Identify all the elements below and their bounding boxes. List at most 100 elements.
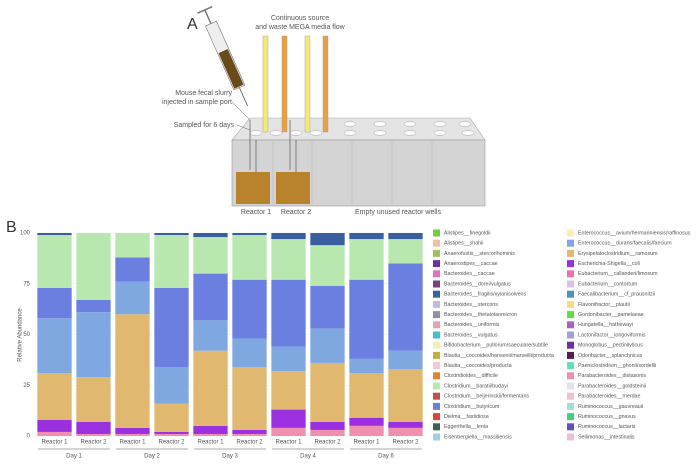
bar-segment [232, 233, 267, 236]
legend-label: Hungatella__hathewayi [578, 322, 633, 328]
bar-segment [310, 245, 345, 286]
legend-swatch [567, 351, 574, 359]
bar-segment [310, 429, 345, 436]
bar-segment [193, 320, 228, 351]
legend-swatch [433, 413, 440, 421]
bar-segment [154, 233, 189, 236]
bar-segment [193, 237, 228, 274]
group-label: Day 3 [222, 454, 238, 460]
flow-label: Continuous source [271, 15, 329, 22]
legend-swatch [567, 433, 574, 441]
legend-label: Bacteroides__uniformis [444, 322, 500, 328]
reactor-label: Reactor 1 [241, 209, 271, 216]
y-tick-label: 100 [20, 231, 31, 237]
legend-swatch [567, 249, 574, 257]
legend-swatch [567, 392, 574, 400]
slurry-label: injected in sample port [162, 99, 232, 106]
bar-segment [37, 233, 72, 236]
legend-label: Bacteroides__caccae [444, 271, 495, 277]
bar-segment [310, 362, 345, 422]
legend-swatch [567, 402, 574, 410]
bar-segment [154, 431, 189, 434]
legend-swatch [567, 239, 574, 247]
bar-segment [154, 433, 189, 436]
legend-swatch [567, 341, 574, 349]
legend-label: Alistipes__shahii [444, 241, 483, 247]
legend-swatch [567, 372, 574, 380]
stacked-bar-chart: 0 25 50 75 100 Reactor 1 Reactor 2 Reactor 1 Rea… [20, 229, 691, 460]
tubes [262, 35, 329, 133]
bar-segment [37, 419, 72, 432]
legend-swatch [433, 362, 440, 370]
bar-segment [37, 235, 72, 288]
legend-label: Eisenbergiella__massiliensis [444, 434, 512, 440]
legend-label: Sellimonas__intestinalis [578, 434, 635, 440]
legend-label: Anaerostipes__caccae [444, 261, 498, 267]
legend-swatch [567, 229, 574, 237]
legend-label: Blautia__coccoides/producta [444, 363, 512, 369]
bar-segment [310, 285, 345, 329]
legend-swatch [567, 362, 574, 370]
legend-swatch [433, 290, 440, 298]
bar-segment [232, 429, 267, 434]
bar-segment [388, 421, 423, 428]
legend-label: Clostridium__butyricum [444, 404, 500, 410]
group-label: Day 6 [378, 454, 394, 460]
bar-segment [76, 421, 111, 434]
well-dividers [272, 142, 433, 205]
bar-segment [349, 358, 384, 374]
y-tick-label: 50 [23, 332, 30, 338]
x-tick-label: Reactor 1 [119, 440, 146, 446]
bar-segment [388, 233, 423, 240]
syringe [197, 5, 248, 107]
bar-segment [115, 433, 150, 436]
legend-swatch [433, 280, 440, 288]
bar-segment [37, 373, 72, 420]
bar-segment [388, 427, 423, 436]
legend-swatch [433, 433, 440, 441]
legend-label: Enterococcus__durans/faecalis/faecium [578, 241, 672, 247]
bar-segment [388, 263, 423, 351]
legend-label: Parabacteroides__goldsteinii [578, 383, 646, 389]
legend-label: Dielma__fastidiosa [444, 414, 489, 420]
legend-label: Faecalibacterium__cf_prausnitzii [578, 292, 655, 298]
group-label: Day 1 [66, 454, 82, 460]
legend-label: Paeniclostridium__ghonii/sordellii [578, 363, 656, 369]
plate-front [231, 139, 486, 207]
legend-swatch [433, 341, 440, 349]
legend-label: Bacteroides__dorei/vulgatus [444, 281, 511, 287]
legend-label: Blautia__coccoides/hansenii/marseilli/pr… [444, 353, 554, 359]
legend-label: Bacteroides__fragilis/xylanisolvens [444, 292, 526, 298]
bar-segment [115, 233, 150, 258]
legend-swatch [567, 280, 574, 288]
legend-swatch [567, 311, 574, 319]
bar-segment [154, 287, 189, 367]
x-tick-label: Reactor 2 [80, 440, 107, 446]
bar-segment [349, 233, 384, 240]
legend-swatch [433, 382, 440, 390]
bar-segment [115, 314, 150, 428]
empty-label: Empty unused reactor wells [355, 209, 441, 216]
legend-label: Bacteroides__thetaiotaomicron [444, 312, 517, 318]
bar-segment [271, 239, 306, 280]
legend-label: Ruminococcus__gauvreauii [578, 404, 643, 410]
sampled-label: Sampled for 6 days [174, 122, 235, 129]
x-tick-label: Reactor 1 [353, 440, 380, 446]
bar-segment [349, 239, 384, 280]
legend-label: Eubacterium__contortum [578, 281, 638, 287]
legend-swatch [433, 392, 440, 400]
bar-segment [271, 409, 306, 428]
legend-swatch [567, 382, 574, 390]
bar-segment [271, 279, 306, 347]
group-label: Day 2 [144, 454, 160, 460]
bar-segment [310, 233, 345, 246]
reactor-diagram [197, 5, 486, 207]
bar-segment [115, 281, 150, 315]
legend-swatch [433, 402, 440, 410]
legend-label: Bifidobacterium__pullorum/saeculare/subt… [444, 343, 548, 349]
bar-segment [154, 366, 189, 404]
bar-segment [232, 235, 267, 280]
y-tick-label: 75 [23, 281, 30, 287]
bar-segment [193, 233, 228, 238]
